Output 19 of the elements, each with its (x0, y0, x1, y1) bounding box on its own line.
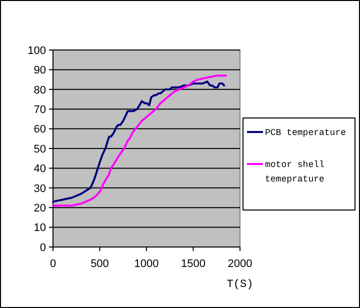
y-tick-label: 20 (34, 202, 46, 214)
x-axis-title: T(S) (226, 279, 254, 291)
y-tick-label: 0 (40, 242, 46, 254)
y-tick-label: 80 (34, 84, 46, 96)
y-tick-label: 100 (28, 44, 46, 57)
y-tick-label: 30 (34, 182, 46, 195)
y-tick-label: 10 (34, 222, 46, 234)
y-tick-label: 90 (34, 64, 46, 77)
legend-label: motor shell temeprature (265, 160, 324, 185)
y-tick-label: 50 (34, 143, 46, 156)
y-tick-label: 70 (34, 104, 46, 116)
legend-label: PCB temperature (265, 128, 346, 138)
x-tick-label: 2000 (228, 258, 252, 270)
x-tick-label: 500 (90, 258, 109, 270)
y-tick-label: 60 (34, 124, 46, 136)
y-tick-label: 40 (34, 163, 46, 176)
x-tick-label: 1500 (181, 258, 206, 270)
x-tick-label: 1000 (134, 258, 159, 270)
x-tick-label: 0 (50, 258, 56, 270)
